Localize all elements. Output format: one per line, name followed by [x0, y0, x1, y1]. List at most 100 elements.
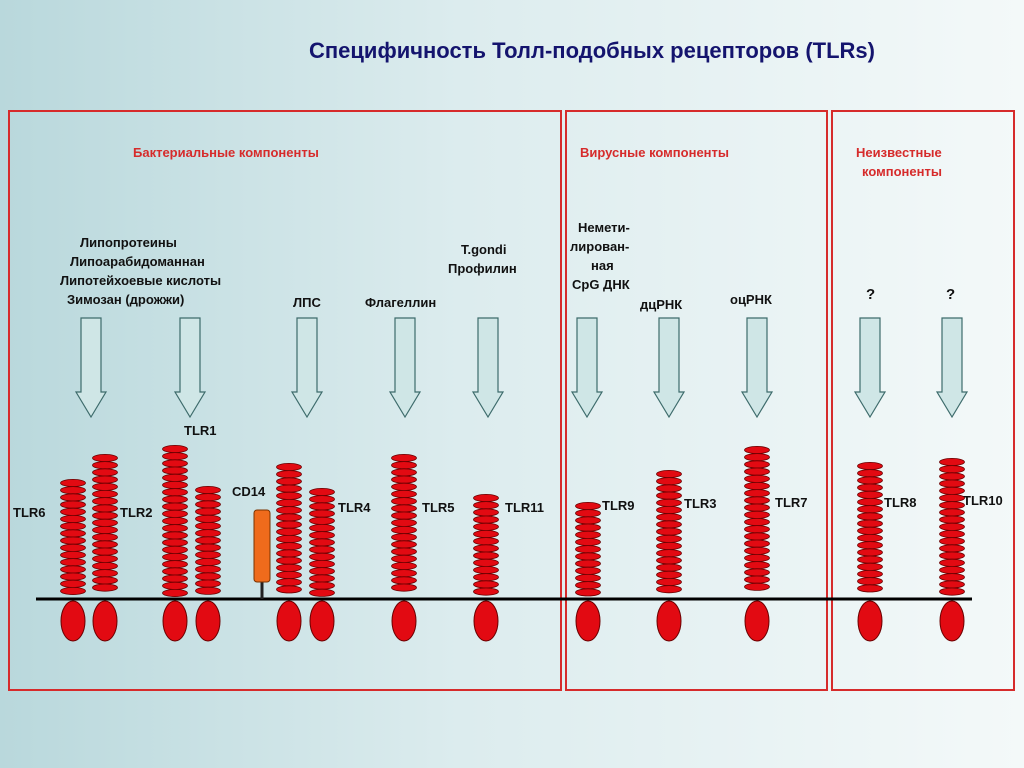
ligand-cpg-line2: лирован-: [570, 239, 630, 254]
intracellular-domain: [473, 600, 499, 642]
extracellular-domain-segment: [575, 552, 601, 561]
label-tlr10: TLR10: [963, 493, 1003, 508]
extracellular-domain-segment: [857, 505, 883, 514]
receptors: [60, 444, 965, 642]
extracellular-domain-segment: [162, 538, 188, 547]
extracellular-domain-segment: [575, 559, 601, 568]
extracellular-domain-segment: [939, 465, 965, 474]
receptor-tlr1: [195, 485, 221, 642]
extracellular-domain-segment: [92, 526, 118, 535]
extracellular-domain-segment: [857, 512, 883, 521]
ligand-profilin: Профилин: [448, 261, 517, 276]
extracellular-domain-segment: [744, 496, 770, 505]
extracellular-domain-segment: [391, 489, 417, 498]
extracellular-domain-segment: [744, 503, 770, 512]
extracellular-domain-segment: [575, 501, 601, 510]
extracellular-domain-segment: [162, 531, 188, 540]
extracellular-domain-segment: [391, 518, 417, 527]
extracellular-domain-segment: [575, 581, 601, 590]
extracellular-domain-segment: [575, 538, 601, 547]
extracellular-domain-segment: [857, 555, 883, 564]
extracellular-domain-segment: [92, 562, 118, 571]
extracellular-domain-segment: [575, 574, 601, 583]
extracellular-domain-segment: [744, 539, 770, 548]
extracellular-domain-segment: [60, 493, 86, 502]
extracellular-domain-segment: [939, 551, 965, 560]
extracellular-domain-segment: [92, 576, 118, 585]
extracellular-domain-segment: [195, 507, 221, 516]
extracellular-domain-segment: [309, 531, 335, 540]
extracellular-domain-segment: [60, 551, 86, 560]
extracellular-domain-segment: [391, 497, 417, 506]
extracellular-domain-segment: [656, 542, 682, 551]
extracellular-domain-segment: [276, 542, 302, 551]
extracellular-domain-segment: [309, 538, 335, 547]
ligand-cpg-dna: CpG ДНК: [572, 277, 630, 292]
extracellular-domain-segment: [857, 577, 883, 586]
extracellular-domain-segment: [391, 583, 417, 592]
extracellular-domain-segment: [276, 549, 302, 558]
extracellular-domain-segment: [162, 452, 188, 461]
extracellular-domain-segment: [92, 569, 118, 578]
receptor-tlr8: [857, 461, 883, 642]
extracellular-domain-segment: [60, 478, 86, 487]
label-tlr1: TLR1: [184, 423, 217, 438]
extracellular-domain-segment: [473, 530, 499, 539]
extracellular-domain-segment: [162, 567, 188, 576]
extracellular-domain-segment: [92, 533, 118, 542]
extracellular-domain-segment: [744, 532, 770, 541]
extracellular-domain-segment: [162, 560, 188, 569]
extracellular-domain-segment: [60, 522, 86, 531]
extracellular-domain-segment: [939, 566, 965, 575]
extracellular-domain-segment: [391, 482, 417, 491]
extracellular-domain-segment: [92, 540, 118, 549]
extracellular-domain-segment: [857, 541, 883, 550]
label-tlr9: TLR9: [602, 498, 635, 513]
extracellular-domain-segment: [391, 461, 417, 470]
extracellular-domain-segment: [391, 576, 417, 585]
extracellular-domain-segment: [92, 468, 118, 477]
extracellular-domain-segment: [939, 479, 965, 488]
ligand-arrow-5: [471, 317, 505, 419]
extracellular-domain-segment: [656, 585, 682, 594]
ligand-lipoproteins: Липопротеины: [80, 235, 177, 250]
extracellular-domain-segment: [656, 534, 682, 543]
extracellular-domain-segment: [857, 584, 883, 593]
extracellular-domain-segment: [857, 497, 883, 506]
extracellular-domain-segment: [857, 548, 883, 557]
extracellular-domain-segment: [276, 477, 302, 486]
extracellular-domain-segment: [195, 485, 221, 494]
receptor-tlr10: [939, 457, 965, 642]
viral-panel: [565, 110, 828, 691]
ligand-arrow-3: [290, 317, 324, 419]
extracellular-domain-segment: [195, 543, 221, 552]
extracellular-domain-segment: [656, 520, 682, 529]
extracellular-domain-segment: [276, 470, 302, 479]
extracellular-domain-segment: [276, 585, 302, 594]
intracellular-domain: [656, 600, 682, 642]
extracellular-domain-segment: [473, 537, 499, 546]
extracellular-domain-segment: [162, 502, 188, 511]
extracellular-domain-segment: [276, 535, 302, 544]
extracellular-domain-segment: [309, 567, 335, 576]
extracellular-domain-segment: [575, 566, 601, 575]
extracellular-domain-segment: [195, 514, 221, 523]
extracellular-domain-segment: [60, 500, 86, 509]
extracellular-domain-segment: [162, 466, 188, 475]
extracellular-domain-segment: [656, 570, 682, 579]
extracellular-domain-segment: [309, 524, 335, 533]
extracellular-domain-segment: [656, 505, 682, 514]
label-tlr3: TLR3: [684, 496, 717, 511]
extracellular-domain-segment: [656, 527, 682, 536]
extracellular-domain-segment: [195, 529, 221, 538]
extracellular-domain-segment: [195, 579, 221, 588]
intracellular-domain: [60, 600, 86, 642]
extracellular-domain-segment: [939, 544, 965, 553]
extracellular-domain-segment: [276, 462, 302, 471]
extracellular-domain-segment: [309, 588, 335, 597]
extracellular-domain-segment: [276, 520, 302, 529]
extracellular-domain-segment: [162, 495, 188, 504]
extracellular-domain-segment: [309, 502, 335, 511]
bacterial-panel: [8, 110, 562, 691]
extracellular-domain-segment: [744, 575, 770, 584]
